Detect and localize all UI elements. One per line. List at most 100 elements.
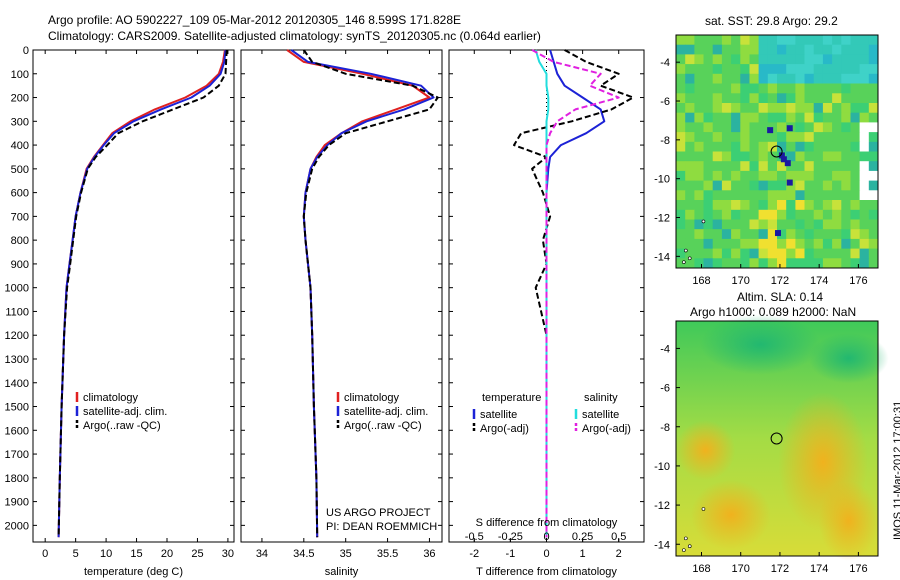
series-line-2: [290, 49, 435, 538]
x-tick-label: 0: [543, 548, 549, 560]
map-y-tick-label: -8: [660, 422, 670, 434]
legend-entry: satellite-adj. clim.: [83, 406, 167, 418]
sla-map-subtitle: Argo h1000: 0.089 h2000: NaN: [690, 305, 857, 319]
y-tick-label: 100: [11, 69, 29, 81]
series-line-3: [534, 49, 550, 538]
float-marker: [780, 156, 787, 163]
y-tick-label: 1000: [5, 283, 29, 295]
profile-panel-1-frame: [32, 49, 235, 543]
secondary-x-tick-label: -0.25: [498, 531, 523, 543]
secondary-x-tick-label: 0.5: [611, 531, 626, 543]
map-x-tick-label: 168: [692, 275, 710, 287]
sla-map-frame: [675, 320, 879, 557]
legend-entry: satellite: [480, 409, 517, 421]
series-line-2: [57, 49, 227, 538]
x-tick-label: 35.5: [377, 548, 398, 560]
x-tick-label: 34.5: [293, 548, 314, 560]
x-axis-label: T difference from climatology: [476, 566, 617, 578]
sla-map-title: Altim. SLA: 0.14: [737, 290, 824, 304]
legend-entry: satellite-adj. clim.: [344, 406, 428, 418]
legend-entry: climatology: [344, 392, 400, 404]
map-x-tick-label: 176: [849, 275, 867, 287]
map-y-tick-label: -12: [654, 500, 670, 512]
header-line-2: Climatology: CARS2009. Satellite-adjuste…: [48, 29, 541, 43]
series-line-3: [57, 49, 228, 538]
annotation-pi: PI: DEAN ROEMMICH: [326, 521, 437, 533]
map-y-tick-label: -8: [660, 135, 670, 147]
x-tick-label: 2: [616, 548, 622, 560]
map-x-tick-label: 174: [810, 275, 828, 287]
imos-stamp: IMOS 11-Mar-2012 17:00:31: [892, 400, 900, 540]
island-dot: [687, 256, 692, 261]
island-dot: [684, 248, 688, 253]
y-tick-label: 1800: [5, 473, 29, 485]
island-dot: [687, 544, 692, 549]
sst-map-title: sat. SST: 29.8 Argo: 29.2: [705, 14, 838, 28]
sla-high-patch: [675, 420, 736, 481]
map-x-tick-label: 172: [771, 563, 789, 575]
x-tick-label: 36: [423, 548, 435, 560]
series-line-3: [302, 49, 439, 538]
x-tick-label: -1: [505, 548, 515, 560]
x-tick-label: 25: [191, 548, 203, 560]
sla-low-patch: [700, 314, 821, 375]
island-dot: [682, 548, 686, 552]
float-marker: [774, 230, 781, 237]
header-line-1: Argo profile: AO 5902227_109 05-Mar-2012…: [48, 13, 461, 27]
island-dot: [701, 507, 706, 511]
y-tick-label: 400: [11, 140, 29, 152]
y-tick-label: 1200: [5, 330, 29, 342]
secondary-x-tick-label: 0: [543, 531, 549, 543]
legend-title-salinity: salinity: [584, 392, 618, 404]
series-line-4: [531, 49, 620, 538]
secondary-x-tick-label: -0.5: [465, 531, 484, 543]
x-axis-label: salinity: [325, 566, 359, 578]
island-dot: [682, 260, 686, 264]
island-dot: [701, 219, 706, 224]
y-tick-label: 1900: [5, 497, 29, 509]
y-tick-label: 200: [11, 93, 29, 105]
map-x-tick-label: 172: [771, 275, 789, 287]
sla-low-patch: [808, 333, 889, 384]
y-tick-label: 1700: [5, 449, 29, 461]
profile-panel-2-frame: [240, 49, 443, 543]
x-tick-label: -2: [469, 548, 479, 560]
x-tick-label: 15: [130, 548, 142, 560]
float-marker: [778, 152, 785, 159]
x-tick-label: 0: [42, 548, 48, 560]
sst-map-frame: [675, 34, 879, 269]
legend-title-temperature: temperature: [482, 392, 541, 404]
x-axis-label: temperature (deg C): [84, 566, 183, 578]
y-tick-label: 700: [11, 211, 29, 223]
x-tick-label: 20: [161, 548, 173, 560]
map-y-tick-label: -10: [654, 174, 670, 186]
y-tick-label: 1300: [5, 354, 29, 366]
map-x-tick-label: 174: [810, 563, 828, 575]
legend-entry: Argo(..raw -QC): [83, 420, 161, 432]
map-y-tick-label: -6: [660, 96, 670, 108]
y-tick-label: 900: [11, 259, 29, 271]
y-tick-label: 600: [11, 188, 29, 200]
map-y-tick-label: -6: [660, 383, 670, 395]
series-line-1: [57, 49, 226, 538]
y-tick-label: 1400: [5, 378, 29, 390]
x-tick-label: 30: [222, 548, 234, 560]
x-tick-label: 5: [73, 548, 79, 560]
series-line-2: [513, 49, 635, 538]
profile-location-marker: [770, 145, 783, 158]
y-tick-label: 300: [11, 116, 29, 128]
map-y-tick-label: -4: [660, 343, 670, 355]
legend-entry: Argo(..raw -QC): [344, 420, 422, 432]
map-y-tick-label: -14: [654, 539, 670, 551]
map-y-tick-label: -4: [660, 57, 670, 69]
secondary-x-axis-label: S difference from climatology: [476, 517, 618, 529]
x-tick-label: 10: [100, 548, 112, 560]
float-marker: [784, 160, 791, 167]
legend-entry: Argo(-adj): [480, 423, 529, 435]
map-y-tick-label: -14: [654, 251, 670, 263]
map-y-tick-label: -10: [654, 461, 670, 473]
map-x-tick-label: 176: [849, 563, 867, 575]
map-x-tick-label: 170: [732, 563, 750, 575]
y-tick-label: 2000: [5, 520, 29, 532]
